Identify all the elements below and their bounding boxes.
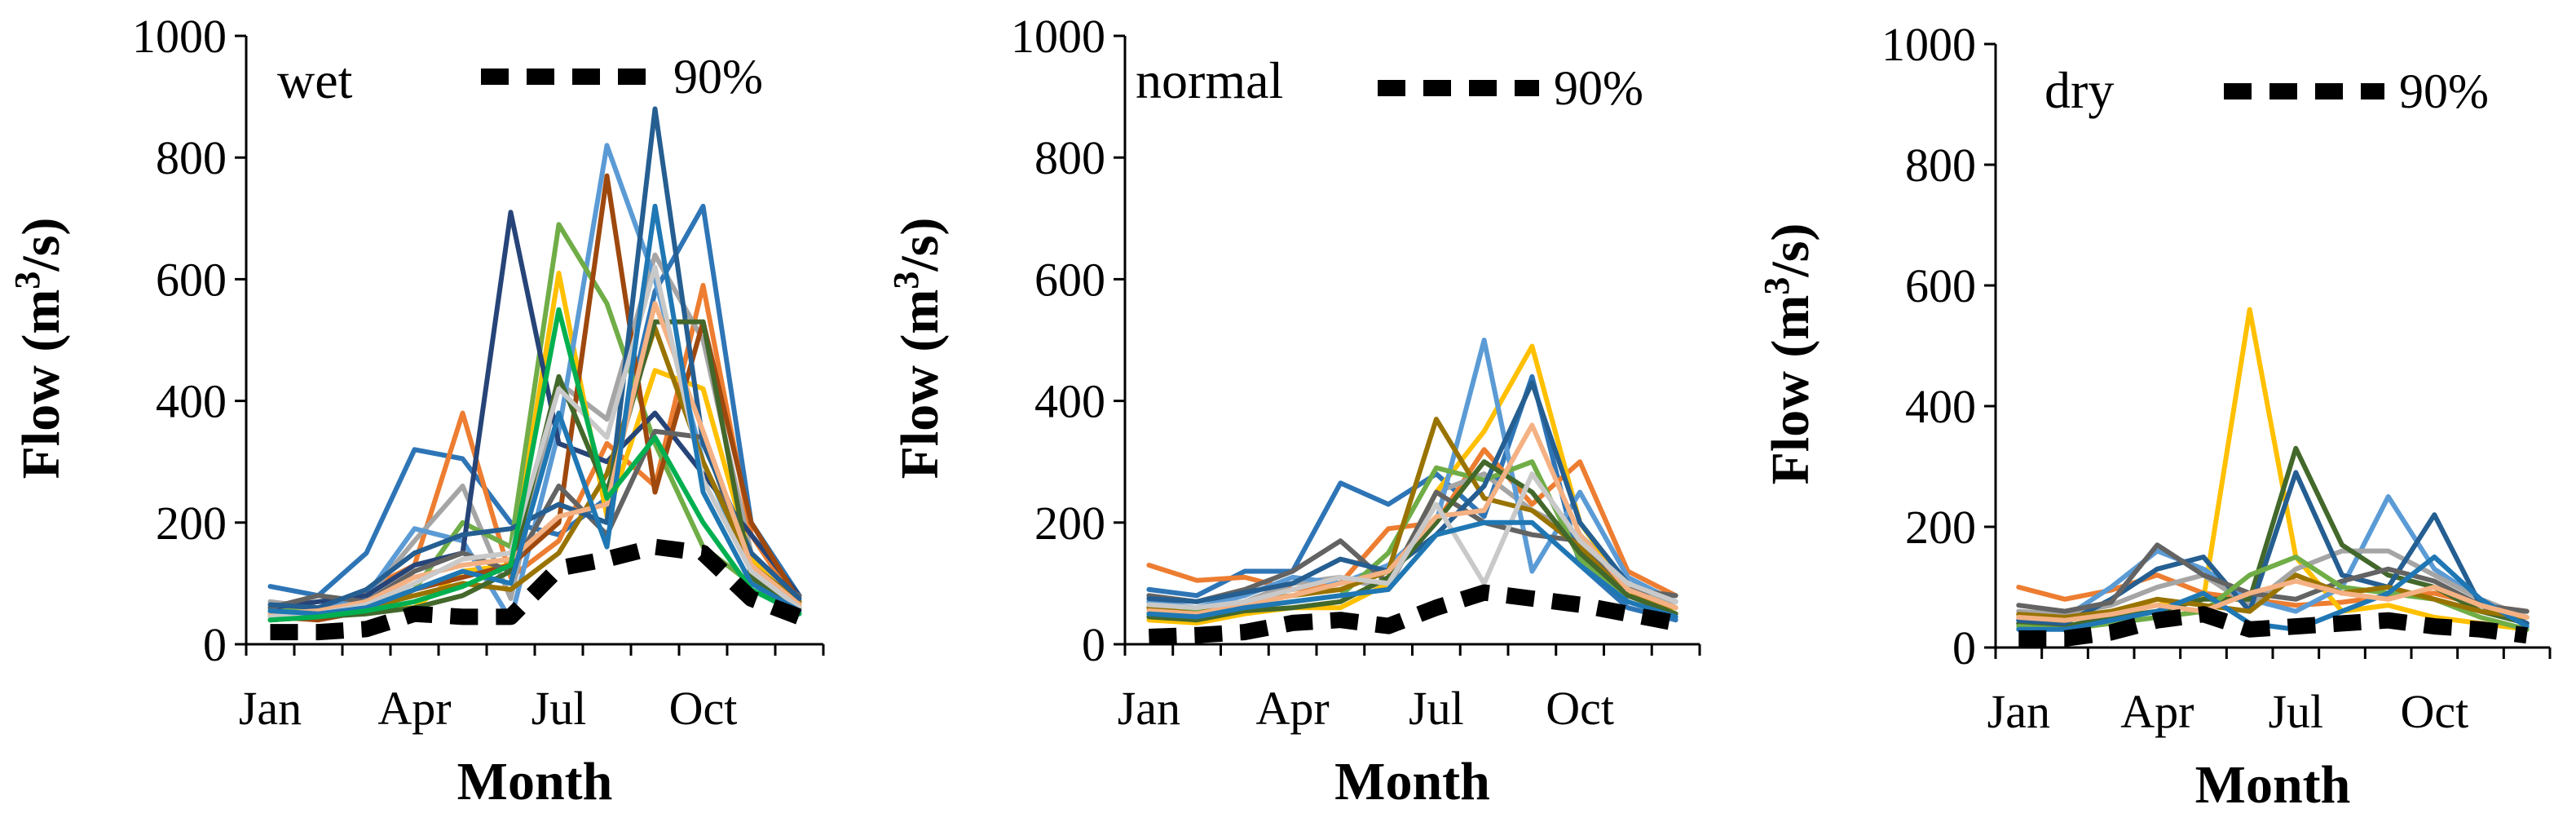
y-tick-label: 800	[1905, 139, 1976, 192]
y-tick-label: 600	[156, 253, 227, 306]
y-tick-label: 0	[203, 618, 227, 671]
x-axis-title: Month	[2195, 755, 2351, 815]
panel-title: normal	[1136, 51, 1283, 109]
series-line	[267, 106, 802, 611]
y-tick-label: 600	[1905, 259, 1976, 312]
series-line	[2016, 578, 2530, 623]
series-line	[267, 203, 802, 617]
y-tick-label: 400	[156, 375, 227, 428]
x-axis-title: Month	[457, 752, 613, 811]
panel-normal: normal 0 200 400 600 800 1000 Jan Apr Jul Oct Mont…	[886, 10, 1701, 811]
y-tick-label: 800	[156, 131, 227, 184]
legend-label: 90%	[673, 50, 763, 104]
series-line	[1146, 471, 1678, 611]
series-line	[1146, 519, 1678, 620]
x-tick-label: Jul	[1409, 682, 1464, 735]
y-tick-label: 200	[1034, 497, 1105, 550]
x-tick-label: Apr	[377, 682, 451, 735]
y-tick-label: 400	[1034, 375, 1105, 428]
x-tick-label: Apr	[2120, 685, 2194, 738]
series-line	[1146, 417, 1678, 617]
series-line	[1146, 459, 1678, 623]
series-line-90pct	[2018, 606, 2528, 647]
series-line	[267, 264, 802, 620]
y-tick-label: 800	[1034, 131, 1105, 184]
x-tick-label: Jan	[1118, 682, 1180, 735]
panel-title: dry	[2044, 61, 2114, 119]
series-line	[2016, 494, 2530, 626]
y-tick-label: 400	[1905, 380, 1976, 433]
x-tick-label: Apr	[1256, 682, 1330, 735]
y-tick-label: 0	[1082, 618, 1105, 671]
x-tick-label: Jan	[239, 682, 302, 735]
y-tick-label: 1000	[1881, 18, 1976, 71]
series-line	[1146, 447, 1678, 599]
legend-label: 90%	[2399, 64, 2489, 118]
legend-label: 90%	[1554, 61, 1643, 115]
y-tick-label: 1000	[1011, 10, 1105, 63]
series-line	[2016, 572, 2530, 620]
series-line-90pct	[270, 538, 803, 641]
y-axis-title: Flow (m3/s)	[886, 218, 951, 480]
y-tick-label: 0	[1952, 621, 1976, 674]
x-tick-label: Jul	[2268, 685, 2323, 738]
x-tick-label: Jan	[1987, 685, 2050, 738]
y-tick-label: 600	[1034, 253, 1105, 306]
y-tick-label: 1000	[132, 10, 227, 63]
y-tick-label: 200	[1905, 501, 1976, 554]
x-tick-label: Oct	[669, 682, 738, 735]
panel-dry: dry 0 200 400 600 800 1000 Jan Apr Jul Oct Month Fl…	[1757, 18, 2552, 815]
x-tick-label: Oct	[1546, 682, 1614, 735]
y-axis-title: Flow (m3/s)	[7, 218, 72, 480]
panel-title: wet	[277, 51, 353, 109]
y-axis-title: Flow (m3/s)	[1757, 223, 1821, 485]
series-line	[267, 307, 802, 623]
x-tick-label: Oct	[2400, 685, 2468, 738]
panel-wet: wet 0 200 400 600 800 1000 Jan Apr Jul Oct Month Fl…	[7, 10, 825, 811]
x-tick-label: Jul	[532, 682, 587, 735]
series-line	[267, 301, 802, 617]
series-line	[2016, 555, 2530, 632]
x-axis-title: Month	[1334, 752, 1490, 811]
y-tick-label: 200	[156, 497, 227, 550]
